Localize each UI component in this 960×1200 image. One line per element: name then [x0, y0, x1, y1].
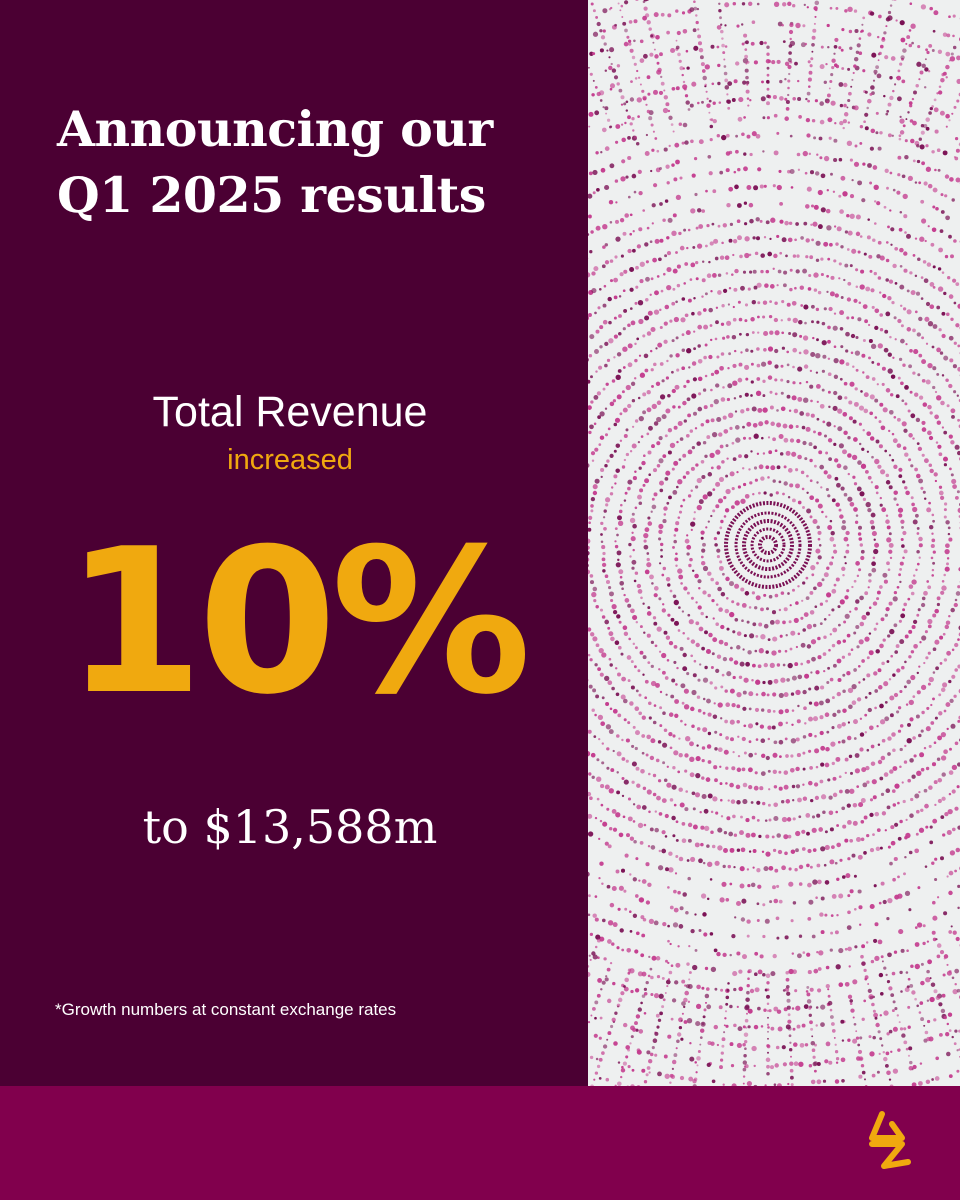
headline-line-1: Announcing our — [57, 100, 493, 158]
headline: Announcing our Q1 2025 results — [57, 96, 577, 228]
metric-label: Total Revenue — [152, 388, 428, 436]
metric-verb: increased — [227, 444, 353, 476]
revenue-value: to $13,588m — [142, 800, 438, 854]
artwork-panel — [588, 0, 960, 1086]
bottom-band — [0, 1086, 960, 1200]
footnote: *Growth numbers at constant exchange rat… — [55, 1000, 397, 1019]
headline-line-2: Q1 2025 results — [57, 166, 486, 224]
concentric-dot-ripple-artwork — [588, 0, 960, 1086]
left-panel: Announcing our Q1 2025 results Total Rev… — [55, 96, 577, 1019]
growth-percentage: 10% — [64, 506, 532, 739]
brand-logo-icon — [869, 1111, 911, 1169]
